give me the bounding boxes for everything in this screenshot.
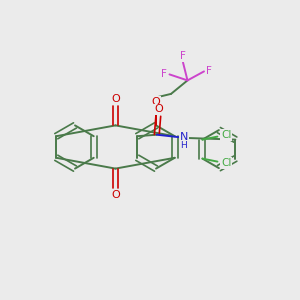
Text: F: F: [206, 66, 212, 76]
Text: Cl: Cl: [221, 130, 232, 140]
Text: O: O: [111, 94, 120, 104]
Text: Cl: Cl: [221, 158, 232, 168]
Text: F: F: [161, 69, 167, 80]
Text: H: H: [180, 141, 187, 150]
Text: O: O: [152, 97, 160, 107]
Text: N: N: [180, 132, 188, 142]
Text: F: F: [180, 51, 186, 62]
Text: O: O: [111, 190, 120, 200]
Text: O: O: [154, 104, 163, 115]
